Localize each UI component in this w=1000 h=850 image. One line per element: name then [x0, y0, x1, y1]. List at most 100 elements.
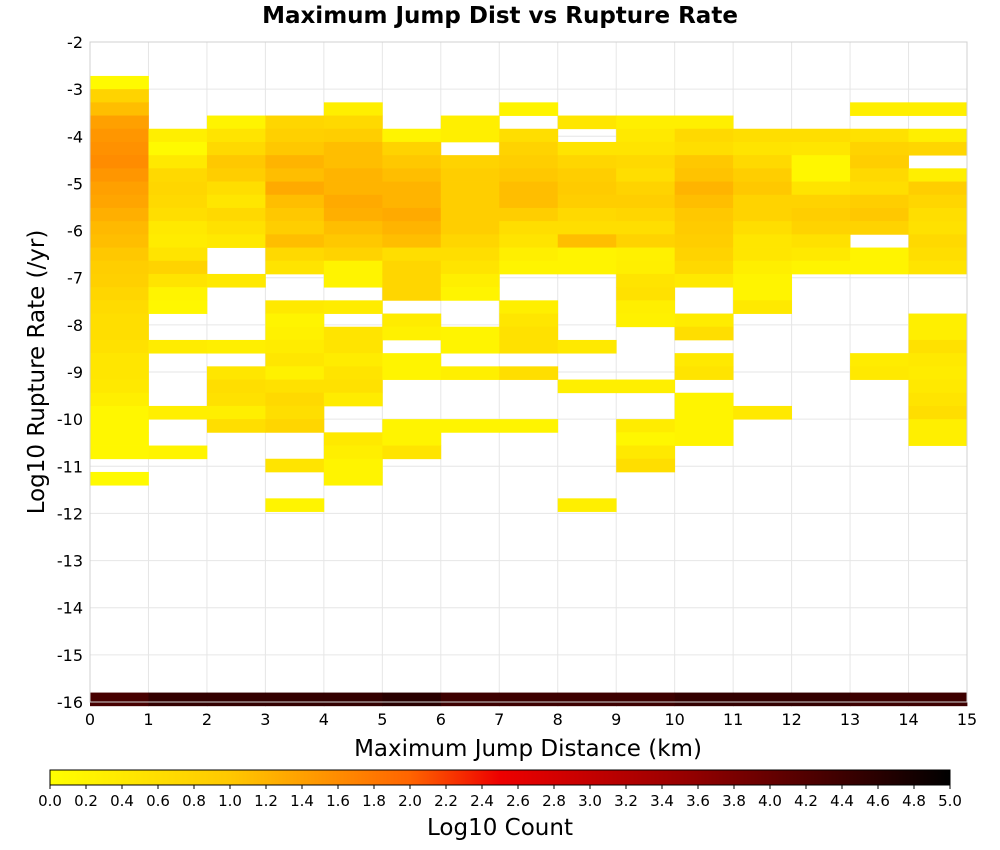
colorbar-tick-label: 2.0 — [398, 792, 422, 810]
heatmap-cell — [499, 207, 559, 222]
colorbar-tick-label: 0.6 — [146, 792, 170, 810]
heatmap-cell — [674, 392, 734, 407]
y-tick-label: -5 — [67, 174, 83, 193]
heatmap-cell — [90, 260, 149, 275]
heatmap-cell — [148, 181, 208, 196]
heatmap-cell — [850, 102, 909, 116]
colorbar-tick-label: 1.8 — [362, 792, 386, 810]
heatmap-cell — [908, 326, 968, 341]
colorbar-tick-label: 3.6 — [686, 792, 710, 810]
x-tick-label: 7 — [494, 710, 504, 729]
y-axis-ticks: -2 -3 -4 -5 -6 -7 -8 -9 -10 -11 -12 -13 -14 -15 -16 — [57, 33, 83, 712]
y-tick-label: -14 — [57, 599, 83, 618]
heatmap-cell — [616, 692, 676, 707]
heatmap-cell — [323, 339, 383, 354]
heatmap-cell — [616, 260, 676, 275]
heatmap-cell — [557, 194, 617, 209]
heatmap-cell — [206, 419, 266, 433]
heatmap-cell — [90, 115, 149, 130]
heatmap-cell — [90, 89, 149, 103]
heatmap-cell — [265, 115, 325, 130]
heatmap-cell — [206, 392, 266, 407]
heatmap-cell — [440, 207, 500, 222]
heatmap-cell — [733, 247, 792, 262]
heatmap-cell — [674, 155, 734, 169]
colorbar-tick-label: 3.8 — [722, 792, 746, 810]
heatmap-cell — [265, 419, 325, 433]
heatmap-cell — [265, 221, 325, 235]
heatmap-cell — [733, 273, 792, 288]
heatmap-cell — [90, 432, 149, 446]
heatmap-cell — [265, 128, 325, 143]
heatmap-cell — [90, 75, 149, 90]
heatmap-cell — [265, 313, 325, 328]
heatmap-cell — [265, 498, 325, 512]
heatmap-cell — [557, 339, 617, 354]
heatmap-cell — [440, 247, 500, 262]
heatmap-cell — [499, 181, 559, 196]
heatmap-cell — [616, 115, 676, 130]
heatmap-cell — [791, 141, 851, 156]
heatmap-cell — [791, 168, 851, 182]
colorbar-tick-label: 4.0 — [758, 792, 782, 810]
heatmap-cell — [206, 115, 266, 130]
y-axis-label: Log10 Rupture Rate (/yr) — [24, 230, 50, 515]
heatmap-cell — [499, 194, 559, 209]
heatmap-cell — [323, 458, 383, 473]
y-tick-label: -9 — [67, 363, 83, 382]
heatmap-cell — [616, 221, 676, 235]
heatmap-cell — [616, 207, 676, 222]
heatmap-cell — [90, 392, 149, 407]
colorbar-ticks: 0.0 0.2 0.4 0.6 0.8 1.0 1.2 1.4 1.6 1.8 2.0 2.2 2.4 2… — [38, 785, 962, 810]
y-tick-label: -6 — [67, 222, 83, 241]
y-tick-label: -3 — [67, 80, 83, 99]
heatmap-cell — [382, 287, 442, 301]
heatmap-cell — [206, 194, 266, 209]
colorbar-tick-label: 4.8 — [902, 792, 926, 810]
heatmap-cell — [148, 260, 208, 275]
heatmap-cell — [557, 379, 617, 394]
heatmap-cell — [674, 194, 734, 209]
heatmap-cell — [908, 692, 968, 707]
heatmap-cell — [323, 115, 383, 130]
heatmap-cell — [382, 221, 442, 235]
heatmap-cell — [674, 273, 734, 288]
heatmap-cell — [440, 692, 500, 707]
plot-border — [89, 41, 968, 703]
heatmap-cell — [557, 247, 617, 262]
heatmap-cell — [148, 128, 208, 143]
heatmap-cell — [206, 379, 266, 394]
heatmap-cell — [908, 313, 968, 328]
x-tick-label: 0 — [85, 710, 95, 729]
heatmap-cell — [265, 300, 325, 314]
heatmap-cell — [265, 260, 325, 275]
heatmap-cell — [850, 353, 909, 367]
heatmap-cell — [616, 273, 676, 288]
heatmap-cell — [908, 207, 968, 222]
heatmap-cell — [206, 339, 266, 354]
heatmap-cell — [382, 247, 442, 262]
heatmap-cell — [850, 181, 909, 196]
colorbar-tick-label: 3.0 — [578, 792, 602, 810]
heatmap-cell — [323, 181, 383, 196]
heatmap-cell — [733, 181, 792, 196]
heatmap-cell — [90, 366, 149, 380]
heatmap-cell — [674, 419, 734, 433]
heatmap-cell — [265, 379, 325, 394]
heatmap-cell — [206, 128, 266, 143]
heatmap-cell — [674, 313, 734, 328]
heatmap-cell — [265, 405, 325, 420]
colorbar-label: Log10 Count — [427, 815, 573, 841]
heatmap-cell — [557, 141, 617, 156]
heatmap-cell — [90, 168, 149, 182]
y-tick-label: -16 — [57, 693, 83, 712]
y-tick-label: -7 — [67, 269, 83, 288]
heatmap-cell — [850, 128, 909, 143]
colorbar-tick-label: 5.0 — [938, 792, 962, 810]
heatmap-cell — [674, 168, 734, 182]
heatmap-cell — [323, 102, 383, 116]
y-tick-label: -8 — [67, 316, 83, 335]
colorbar-tick-label: 2.8 — [542, 792, 566, 810]
heatmap-cell — [90, 313, 149, 328]
